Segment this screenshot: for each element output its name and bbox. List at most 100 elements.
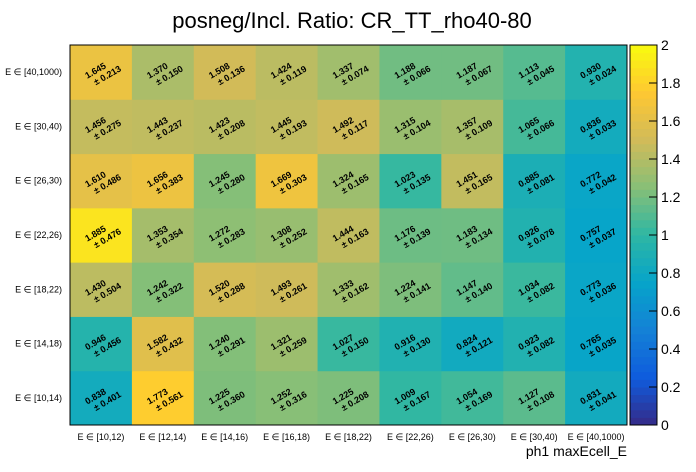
- heatmap-cell: [193, 207, 257, 263]
- color-scale-band: [630, 83, 657, 92]
- heatmap-cell: [441, 262, 504, 317]
- x-tick-label: E ∈ [30,40): [511, 432, 558, 442]
- plot-frame: [69, 44, 628, 426]
- heatmap-cell: [193, 370, 257, 426]
- x-tick-label: E ∈ [14,16): [201, 432, 248, 442]
- heatmap-cell: [565, 153, 628, 209]
- heatmap-cell: [255, 99, 319, 155]
- color-scale-tick-label: 2: [661, 37, 669, 53]
- color-scale-band: [630, 75, 657, 84]
- x-axis-label: ph1 maxEcell_E: [526, 443, 627, 459]
- heatmap-cell: [193, 316, 257, 372]
- color-scale-band: [630, 318, 657, 327]
- color-scale-band: [630, 402, 657, 411]
- color-scale-tick-label: 1.6: [661, 113, 681, 129]
- heatmap-cell: [255, 207, 319, 263]
- color-scale-band: [630, 151, 657, 160]
- heatmap-cell: [193, 99, 257, 155]
- heatmap-cell: [503, 316, 566, 372]
- y-tick-label: E ∈ [18,22): [15, 284, 62, 294]
- color-scale-band: [630, 105, 657, 114]
- heatmap-cell: [317, 99, 380, 155]
- heatmap-cell: [193, 153, 257, 209]
- y-tick-label: E ∈ [10,14): [15, 393, 62, 403]
- color-scale-tick-label: 1.4: [661, 151, 681, 167]
- color-scale-band: [630, 45, 657, 54]
- color-scale-band: [630, 242, 657, 251]
- color-scale-band: [630, 189, 657, 198]
- heatmap-cell: [255, 370, 319, 426]
- chart-title: posneg/Incl. Ratio: CR_TT_rho40-80: [172, 8, 532, 33]
- heatmap-cell: [131, 370, 195, 426]
- heatmap-cell: [379, 45, 442, 100]
- heatmap-cell: [70, 316, 133, 372]
- color-scale-band: [630, 67, 657, 76]
- heatmap-cell: [255, 45, 319, 100]
- heatmap-cell: [70, 370, 133, 426]
- heatmap-cell: [193, 262, 257, 317]
- color-scale-band: [630, 250, 657, 259]
- color-scale-ticks: 0 0.2 0.4 0.6 0.8 1 1.2 1.4 1.6 1.8 2: [649, 37, 681, 433]
- color-scale-band: [630, 128, 657, 137]
- color-scale-band: [630, 356, 657, 365]
- color-scale-band: [630, 52, 657, 61]
- x-tick-label: E ∈ [12,14): [139, 432, 186, 442]
- heatmap-cell: [379, 207, 442, 263]
- color-scale-tick-label: 1: [661, 227, 669, 243]
- y-tick-labels: E ∈ [10,14) E ∈ [14,18) E ∈ [18,22) E ∈ [22…: [5, 67, 62, 403]
- heatmap-cell: [379, 370, 442, 426]
- heatmap-cell: [503, 370, 566, 426]
- x-tick-labels: E ∈ [10,12) E ∈ [12,14) E ∈ [14,16) E ∈ [16…: [78, 432, 625, 442]
- heatmap-cell: [441, 207, 504, 263]
- color-scale-band: [630, 273, 657, 282]
- color-scale-band: [630, 219, 657, 228]
- heatmap-cell: [131, 45, 195, 100]
- x-tick-label: E ∈ [16,18): [263, 432, 310, 442]
- color-scale-band: [630, 280, 657, 289]
- color-scale-tick-label: 0.2: [661, 379, 681, 395]
- heatmap-cell: [565, 316, 628, 372]
- color-scale-band: [630, 379, 657, 388]
- heatmap-cell: [503, 153, 566, 209]
- heatmap-cell: [317, 370, 380, 426]
- heatmap-cell: [317, 262, 380, 317]
- heatmap-cell: [70, 45, 133, 100]
- heatmap-cell: [441, 370, 504, 426]
- color-scale-tick-label: 1.8: [661, 75, 681, 91]
- color-scale-tick-label: 0: [661, 417, 669, 433]
- color-scale-band: [630, 409, 657, 418]
- color-scale-band: [630, 349, 657, 358]
- color-scale-band: [630, 174, 657, 183]
- color-scale-tick-label: 0.4: [661, 341, 681, 357]
- color-scale-band: [630, 326, 657, 335]
- heatmap-cell: [503, 99, 566, 155]
- color-scale-band: [630, 364, 657, 373]
- x-tick-label: E ∈ [26,30): [449, 432, 496, 442]
- color-scale-band: [630, 288, 657, 297]
- heatmap-cell: [379, 153, 442, 209]
- color-scale-band: [630, 98, 657, 107]
- heatmap-cell: [503, 262, 566, 317]
- color-scale-band: [630, 257, 657, 266]
- color-scale-band: [630, 143, 657, 152]
- heatmap-cell: [70, 207, 133, 263]
- color-scale-band: [630, 121, 657, 130]
- heatmap-cell: [441, 153, 504, 209]
- heatmap-cell: [441, 45, 504, 100]
- color-scale-band: [630, 303, 657, 312]
- color-scale-tick-label: 0.6: [661, 303, 681, 319]
- y-tick-label: E ∈ [14,18): [15, 339, 62, 349]
- color-scale-band: [630, 311, 657, 320]
- color-scale-tick-label: 1.2: [661, 189, 681, 205]
- heatmap-cell: [317, 207, 380, 263]
- color-scale-band: [630, 265, 657, 274]
- color-scale-band: [630, 235, 657, 244]
- heatmap-cell: [131, 99, 195, 155]
- heatmap-cell: [131, 207, 195, 263]
- color-scale-band: [630, 166, 657, 175]
- heatmap-cell: [70, 99, 133, 155]
- heatmap-cell: [565, 262, 628, 317]
- heatmap-cell: [565, 207, 628, 263]
- heatmap-cell: [317, 45, 380, 100]
- heatmap-cell: [503, 45, 566, 100]
